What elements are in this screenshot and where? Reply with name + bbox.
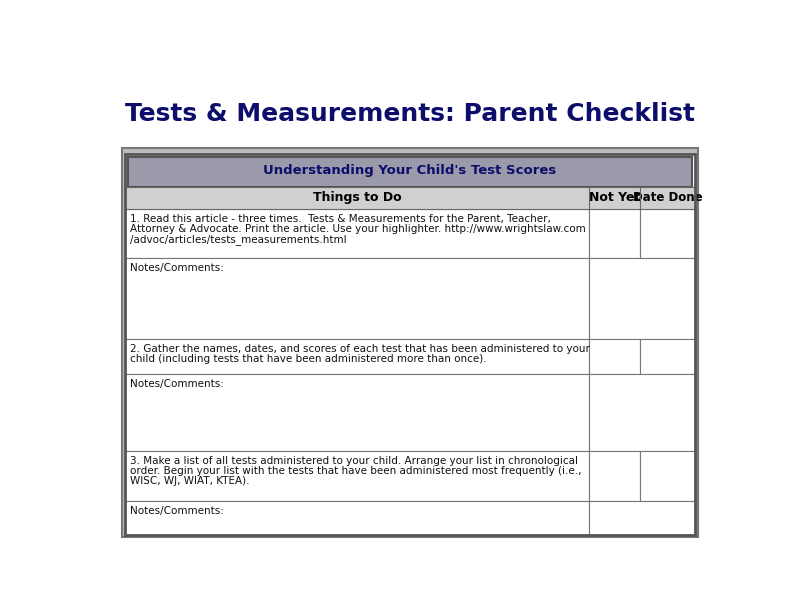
Text: Not Yet: Not Yet bbox=[589, 192, 640, 204]
Bar bbox=[640, 209, 694, 258]
Bar bbox=[640, 451, 694, 501]
Bar bbox=[589, 451, 640, 501]
Text: 3. Make a list of all tests administered to your child. Arrange your list in chr: 3. Make a list of all tests administered… bbox=[130, 456, 578, 466]
Text: 1. Read this article - three times.  Tests & Measurements for the Parent, Teache: 1. Read this article - three times. Test… bbox=[130, 214, 551, 224]
Text: Things to Do: Things to Do bbox=[313, 192, 402, 204]
Bar bbox=[589, 501, 694, 535]
Text: order. Begin your list with the tests that have been administered most frequentl: order. Begin your list with the tests th… bbox=[130, 466, 582, 476]
Text: Date Done: Date Done bbox=[633, 192, 702, 204]
Bar bbox=[589, 258, 694, 339]
Bar bbox=[640, 339, 694, 373]
Text: Understanding Your Child's Test Scores: Understanding Your Child's Test Scores bbox=[263, 164, 557, 177]
Text: Notes/Comments:: Notes/Comments: bbox=[130, 506, 224, 516]
Bar bbox=[126, 209, 589, 258]
Bar bbox=[589, 209, 640, 258]
Bar bbox=[126, 258, 589, 339]
Text: Attorney & Advocate. Print the article. Use your highlighter. http://www.wrights: Attorney & Advocate. Print the article. … bbox=[130, 224, 586, 234]
Bar bbox=[122, 148, 698, 537]
Bar bbox=[126, 501, 589, 535]
Text: Tests & Measurements: Parent Checklist: Tests & Measurements: Parent Checklist bbox=[125, 102, 695, 126]
Bar bbox=[129, 157, 691, 187]
Bar bbox=[589, 373, 694, 451]
Text: WISC, WJ, WIAT, KTEA).: WISC, WJ, WIAT, KTEA). bbox=[130, 476, 250, 486]
Text: Notes/Comments:: Notes/Comments: bbox=[130, 379, 224, 389]
Bar bbox=[126, 451, 589, 501]
Text: 2. Gather the names, dates, and scores of each test that has been administered t: 2. Gather the names, dates, and scores o… bbox=[130, 344, 590, 354]
Bar bbox=[126, 154, 694, 535]
Text: /advoc/articles/tests_measurements.html: /advoc/articles/tests_measurements.html bbox=[130, 234, 346, 245]
Text: Notes/Comments:: Notes/Comments: bbox=[130, 264, 224, 273]
Bar bbox=[126, 373, 589, 451]
Bar bbox=[589, 339, 640, 373]
Text: child (including tests that have been administered more than once).: child (including tests that have been ad… bbox=[130, 354, 486, 364]
Bar bbox=[126, 187, 694, 209]
Bar bbox=[126, 154, 694, 534]
Bar bbox=[126, 339, 589, 373]
